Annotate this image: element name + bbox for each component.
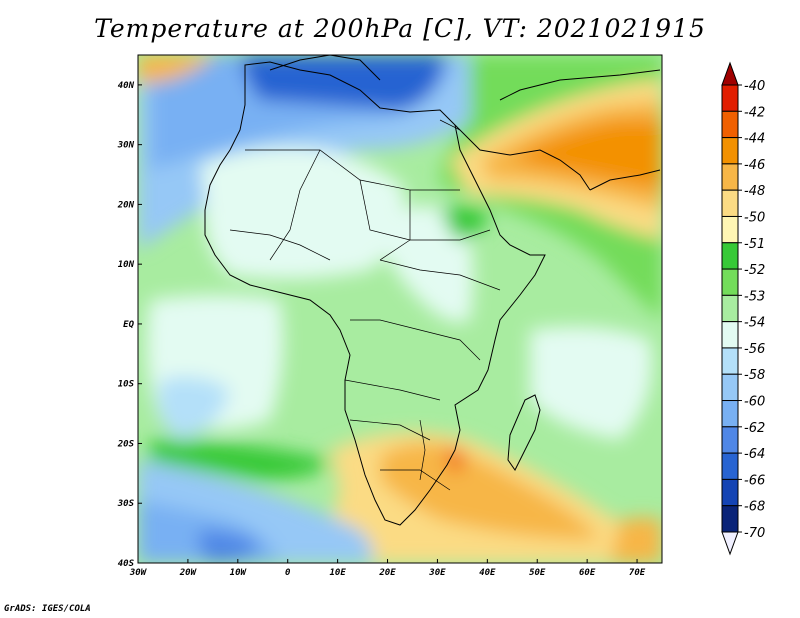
chart-title: Temperature at 200hPa [C], VT: 202102191… <box>94 14 706 43</box>
colorbar-box <box>721 268 739 296</box>
colorbar-box <box>721 163 739 191</box>
colorbar-label: -58 <box>744 368 765 383</box>
colorbar-label: -68 <box>744 500 765 515</box>
colorbar-box <box>721 347 739 375</box>
colorbar-box <box>721 137 739 165</box>
temperature-field <box>138 55 662 563</box>
latitude-axis: 40N 30N 20N 10N EQ 10S 20S 30S 40S <box>117 81 142 569</box>
lat-tick-label: 30S <box>117 499 135 509</box>
colorbar-box <box>721 373 739 402</box>
colorbar-box <box>721 426 739 454</box>
lon-tick-label: 60E <box>579 568 596 578</box>
colorbar-box <box>721 215 739 244</box>
colorbar-label: -64 <box>744 447 765 462</box>
colorbar-label: -54 <box>744 316 765 331</box>
colorbar-label: -42 <box>744 105 765 120</box>
colorbar-label: -50 <box>744 210 765 225</box>
lon-tick-label: 50E <box>529 568 546 578</box>
lat-tick-label: 10S <box>118 380 135 390</box>
map-frame <box>137 54 663 564</box>
colorbar-top-arrow <box>721 61 739 86</box>
lon-tick-label: 40E <box>479 568 496 578</box>
colorbar-label: -53 <box>744 289 765 304</box>
colorbar-label: -44 <box>744 132 765 147</box>
lon-tick-label: 0 <box>285 568 291 578</box>
colorbar-bottom-arrow <box>721 531 739 556</box>
lat-tick-label: 30N <box>117 141 135 151</box>
colorbar-box <box>721 84 739 112</box>
colorbar-label: -40 <box>744 79 765 94</box>
lat-tick-label: 40S <box>118 559 135 569</box>
colorbar-box <box>721 321 739 349</box>
colorbar-label: -51 <box>744 237 765 252</box>
lon-tick-label: 30E <box>428 568 446 578</box>
lon-tick-label: 10W <box>230 568 248 578</box>
coastline <box>204 55 661 526</box>
colorbar-box <box>721 452 739 480</box>
colorbar-label: -46 <box>744 158 765 173</box>
colorbar-box <box>721 400 739 428</box>
colorbar-label: -70 <box>744 526 765 541</box>
colorbar-box <box>721 189 739 217</box>
longitude-axis: 30W 20W 10W 0 10E 20E 30E 40E 50E 60E 70E <box>129 559 646 578</box>
lon-tick-label: 70E <box>629 568 646 578</box>
lat-tick-label: EQ <box>123 320 134 330</box>
colorbar-box <box>721 242 739 270</box>
lon-tick-label: 20W <box>179 568 198 578</box>
colorbar-label: -66 <box>744 473 765 488</box>
lon-tick-label: 10E <box>329 568 346 578</box>
lon-tick-label: 30W <box>129 568 148 578</box>
colorbar-box <box>721 478 739 507</box>
country-borders <box>229 119 501 491</box>
lat-tick-label: 20S <box>117 439 135 449</box>
colorbar-box <box>721 505 739 533</box>
colorbar-label: -52 <box>744 263 765 278</box>
colorbar-box <box>721 110 739 139</box>
colorbar-box <box>721 294 739 323</box>
footer-credit: GrADS: IGES/COLA <box>4 604 91 614</box>
colorbar-label: -48 <box>744 184 765 199</box>
colorbar-label: -62 <box>744 421 765 436</box>
lat-tick-label: 10N <box>118 260 135 270</box>
lon-tick-label: 20E <box>378 568 396 578</box>
colorbar-label: -56 <box>744 342 765 357</box>
colorbar: -40 -42 -44 -46 -48 -50 -51 -52 -53 -54 -56 -58 -60 -… <box>721 61 765 556</box>
lat-tick-label: 40N <box>118 81 135 91</box>
colorbar-label: -60 <box>744 395 765 410</box>
lat-tick-label: 20N <box>117 200 135 210</box>
